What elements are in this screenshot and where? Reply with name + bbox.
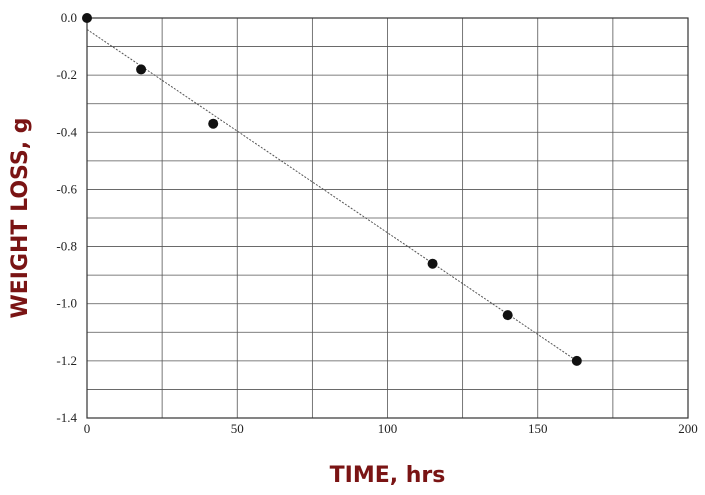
data-point bbox=[82, 13, 92, 23]
x-tick-label: 50 bbox=[231, 421, 244, 436]
data-point bbox=[502, 310, 513, 321]
y-tick-label: -0.6 bbox=[56, 181, 77, 196]
data-points bbox=[82, 13, 582, 366]
grid bbox=[87, 18, 688, 418]
x-tick-labels: 0 50 100 150 200 bbox=[84, 421, 698, 436]
x-tick-label: 0 bbox=[84, 421, 91, 436]
data-point bbox=[427, 258, 438, 269]
y-tick-labels: 0.0 -0.2 -0.4 -0.6 -0.8 -1.0 -1.2 -1.4 bbox=[56, 10, 77, 425]
data-point bbox=[571, 355, 582, 366]
fit-line bbox=[86, 29, 578, 362]
x-tick-label: 100 bbox=[378, 421, 398, 436]
data-point bbox=[136, 64, 147, 75]
x-axis-title: TIME, hrs bbox=[330, 463, 446, 488]
data-point bbox=[208, 118, 219, 129]
x-tick-label: 150 bbox=[528, 421, 548, 436]
y-tick-label: -0.8 bbox=[56, 239, 77, 254]
y-tick-label: -1.2 bbox=[56, 353, 77, 368]
x-tick-label: 200 bbox=[678, 421, 698, 436]
fit-line-group bbox=[86, 29, 578, 362]
y-tick-label: -1.4 bbox=[56, 410, 77, 425]
y-axis-title: WEIGHT LOSS, g bbox=[8, 117, 33, 318]
y-tick-label: 0.0 bbox=[61, 10, 77, 25]
plot-frame bbox=[86, 17, 689, 419]
y-tick-label: -0.2 bbox=[56, 67, 77, 82]
y-tick-label: -1.0 bbox=[56, 296, 77, 311]
y-tick-label: -0.4 bbox=[56, 124, 77, 139]
